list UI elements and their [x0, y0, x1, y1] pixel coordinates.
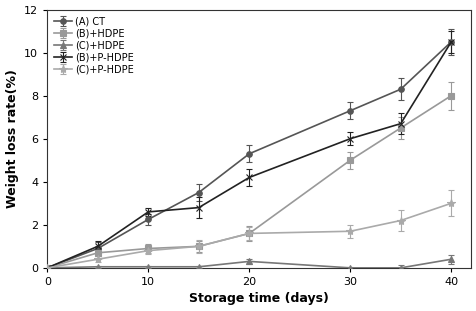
Legend: (A) CT, (B)+HDPE, (C)+HDPE, (B)+P-HDPE, (C)+P-HDPE: (A) CT, (B)+HDPE, (C)+HDPE, (B)+P-HDPE, …	[52, 14, 136, 76]
X-axis label: Storage time (days): Storage time (days)	[189, 292, 328, 305]
Y-axis label: Weight loss rate(%): Weight loss rate(%)	[6, 69, 19, 208]
